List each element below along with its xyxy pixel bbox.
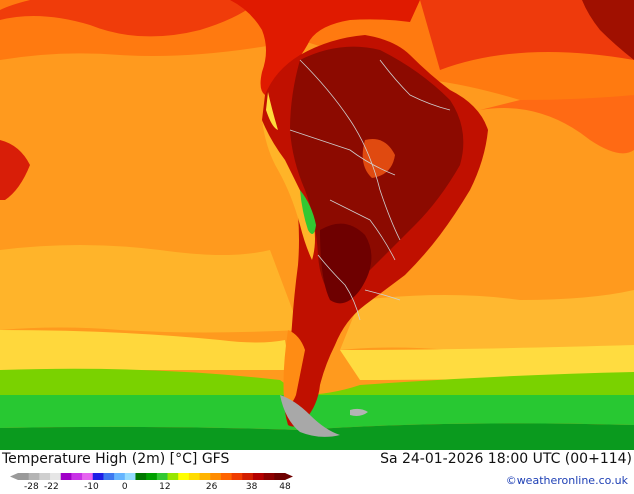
legend-swatch (60, 473, 72, 480)
darkgreen-band (0, 423, 634, 450)
yellow-band-west (0, 330, 290, 370)
legend-scale: -28 -22 -10 0 12 26 38 48 (10, 473, 293, 492)
legend-swatch (135, 473, 147, 480)
legend-tick-label: -22 (44, 482, 59, 490)
forecast-datetime: Sa 24-01-2026 18:00 UTC (00+114) (380, 451, 632, 467)
subtropical-band-east (340, 290, 634, 353)
legend-swatch (114, 473, 126, 480)
legend-swatch (231, 473, 243, 480)
ocean-orange-east (480, 95, 634, 154)
legend-swatch (252, 473, 265, 480)
map-title: Temperature High (2m) [°C] GFS (2, 451, 230, 467)
hot-band-north-east (420, 0, 634, 70)
central-america (230, 0, 420, 95)
legend-swatch (103, 473, 115, 480)
legend-swatch (92, 473, 104, 480)
lightgreen-band (0, 368, 634, 395)
falkland-islands (350, 408, 368, 416)
legend-swatch (18, 473, 30, 480)
map-canvas (0, 0, 634, 450)
country-borders (289, 59, 451, 321)
legend-swatch (82, 473, 94, 480)
source-credit-link[interactable]: ©weatheronline.co.uk (505, 474, 628, 487)
legend-tick-label: 48 (279, 482, 291, 490)
legend-tick-label: -28 (24, 482, 39, 490)
color-legend: -28 -22 -10 0 12 26 38 48 (0, 470, 300, 492)
map-footer: Temperature High (2m) [°C] GFS Sa 24-01-… (0, 450, 634, 492)
legend-swatch (146, 473, 158, 480)
cooler-interior-patch (362, 139, 395, 178)
legend-swatch (274, 473, 286, 480)
legend-swatch (28, 473, 40, 480)
chaco-heat-core (320, 223, 372, 304)
legend-swatch (124, 473, 136, 480)
andes-green-patch (300, 190, 316, 234)
legend-swatch (156, 473, 169, 480)
legend-tick-label: 12 (159, 482, 170, 490)
tierra-del-fuego (280, 395, 340, 437)
legend-swatch (178, 473, 190, 480)
legend-swatch (39, 473, 51, 480)
legend-swatch (71, 473, 83, 480)
legend-swatch (263, 473, 275, 480)
patagonia-warm (283, 330, 305, 404)
legend-tick-label: -10 (84, 482, 99, 490)
legend-ticks: -28 -22 -10 0 12 26 38 48 (24, 482, 291, 492)
legend-swatch (210, 473, 222, 480)
legend-swatches (10, 473, 293, 480)
legend-tick-label: 38 (246, 482, 258, 490)
yellow-band-east (340, 345, 634, 380)
legend-swatch (50, 473, 62, 480)
legend-swatch (167, 473, 179, 480)
legend-swatch (242, 473, 254, 480)
andes-north-yellow (266, 92, 278, 130)
africa-edge (582, 0, 634, 60)
legend-arrow-low (10, 473, 18, 480)
legend-swatch (220, 473, 233, 480)
andes-cool-strip (262, 120, 315, 260)
legend-tick-label: 0 (122, 482, 128, 490)
temperature-map (0, 0, 634, 450)
legend-arrow-high (285, 473, 293, 480)
hot-band-north-west (0, 0, 260, 37)
legend-swatch (188, 473, 201, 480)
pacific-warm-patch (0, 140, 30, 200)
legend-swatch (199, 473, 211, 480)
legend-tick-label: 26 (206, 482, 218, 490)
subtropical-band-west (0, 245, 300, 333)
green-band (0, 395, 634, 430)
